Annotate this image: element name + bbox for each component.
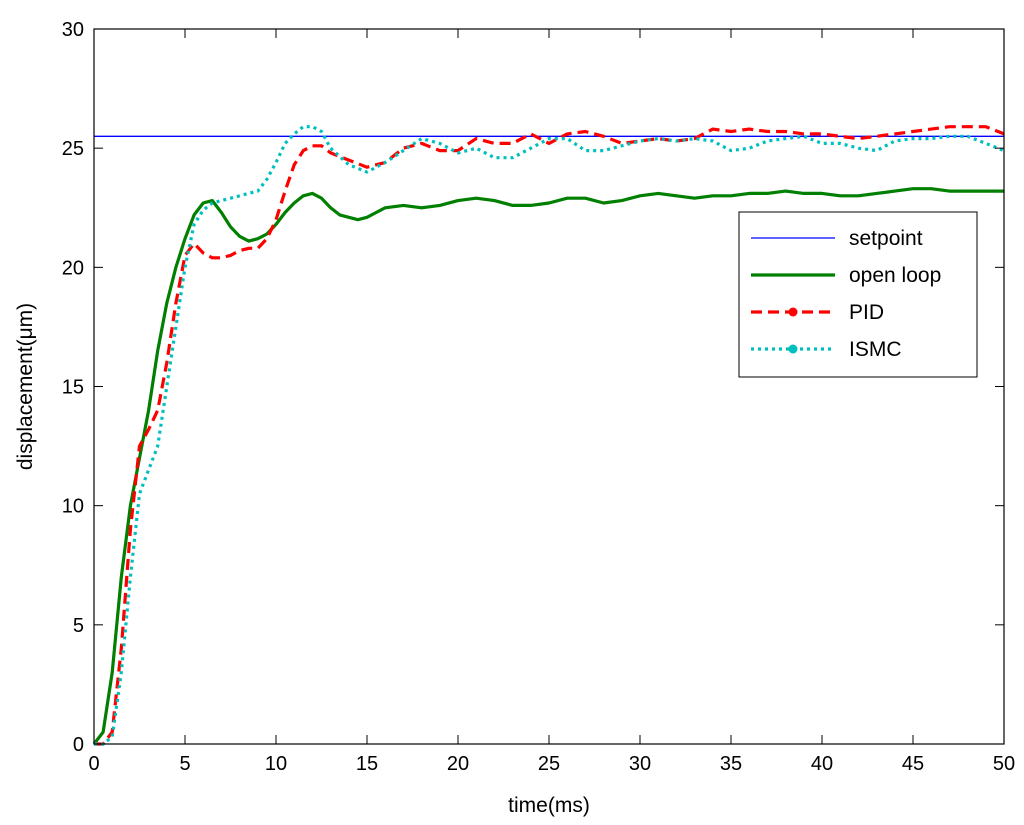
x-tick-label: 10 — [265, 753, 287, 775]
ticks-layer: 0 5 10 15 20 25 30 35 40 45 50 0 5 10 15 20 25 30 — [62, 19, 1015, 775]
x-tick-label: 35 — [720, 753, 742, 775]
x-tick-label: 0 — [88, 753, 99, 775]
legend: setpoint open loop PID ISMC — [738, 211, 978, 378]
legend-box — [738, 211, 978, 378]
legend-marker — [788, 344, 798, 354]
x-tick-label: 45 — [902, 753, 924, 775]
y-tick-label: 0 — [73, 734, 84, 756]
x-tick-label: 25 — [538, 753, 560, 775]
y-tick-label: 30 — [62, 19, 84, 41]
x-tick-label: 50 — [993, 753, 1015, 775]
x-tick-label: 5 — [179, 753, 190, 775]
legend-label: ISMC — [849, 338, 902, 361]
y-tick-label: 20 — [62, 257, 84, 279]
series-line-pid — [94, 125, 1005, 746]
legend-label: setpoint — [849, 227, 923, 250]
x-tick-label: 20 — [447, 753, 469, 775]
y-tick-label: 25 — [62, 138, 84, 160]
series-line-open-loop — [92, 187, 1004, 745]
legend-label: PID — [849, 301, 884, 324]
series-layer — [92, 125, 1005, 746]
x-tick-label: 30 — [629, 753, 651, 775]
series-line-ismc — [94, 125, 1005, 746]
x-axis-label: time(ms) — [508, 794, 590, 817]
x-tick-label: 40 — [811, 753, 833, 775]
legend-label: open loop — [849, 264, 941, 287]
legend-marker — [788, 307, 798, 317]
y-tick-label: 5 — [73, 615, 84, 637]
y-axis-label: displacement(μm) — [14, 303, 37, 470]
x-tick-label: 15 — [356, 753, 378, 775]
y-tick-label: 15 — [62, 377, 84, 399]
y-tick-label: 10 — [62, 496, 84, 518]
